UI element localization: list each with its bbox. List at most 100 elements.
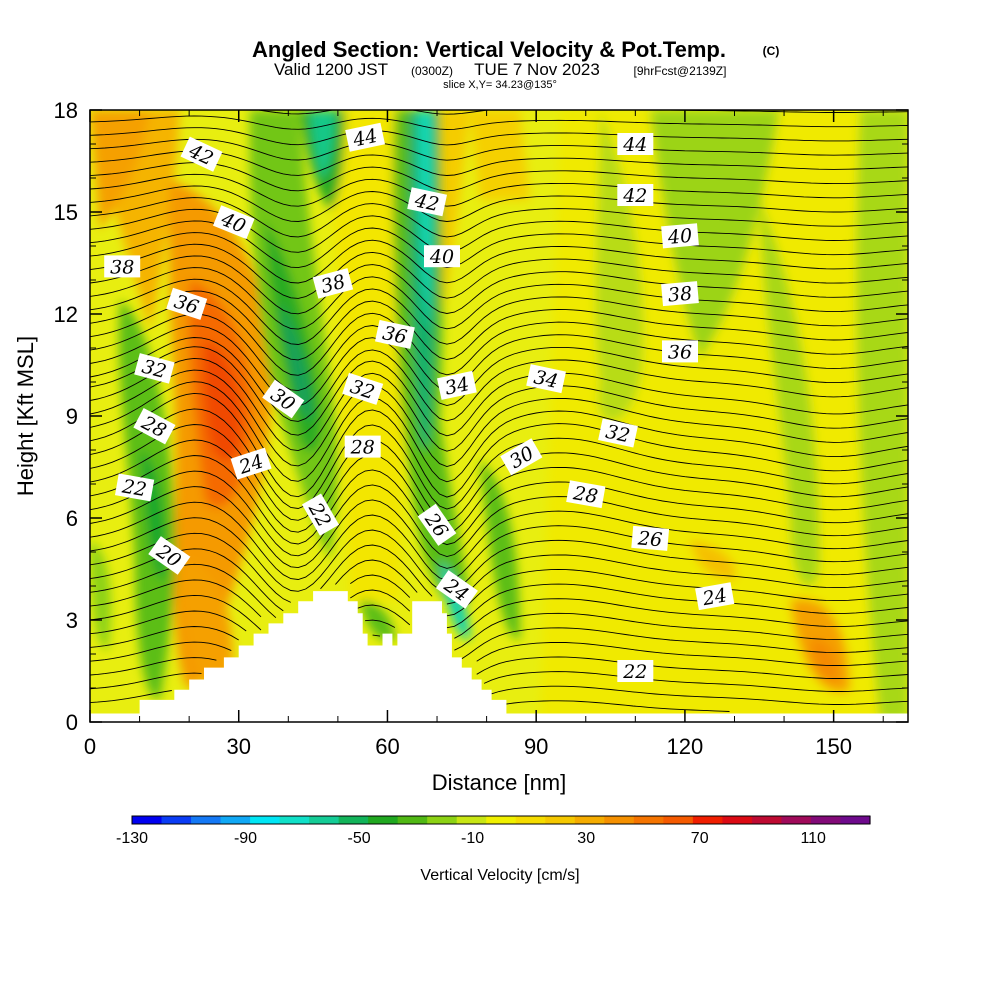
subtitle-valid: Valid 1200 JST [274, 60, 388, 79]
contour-label-text: 28 [571, 482, 600, 508]
theta-contour [90, 278, 908, 345]
x-tick-label: 30 [226, 734, 250, 759]
contour-label: 44 [345, 122, 385, 152]
contour-label-text: 40 [666, 225, 693, 249]
contour-label: 34 [437, 370, 477, 400]
x-tick-label: 90 [524, 734, 548, 759]
theta-contour [90, 517, 908, 593]
colorbar-tick-label: 70 [691, 830, 709, 847]
theta-contour [90, 424, 908, 522]
contour-label-bg [114, 473, 155, 502]
contour-label-bg [566, 480, 606, 509]
contour-label: 42 [617, 184, 654, 207]
theta-contour [255, 110, 908, 115]
theta-contour [90, 369, 908, 467]
colorbar-swatch [132, 816, 163, 824]
contour-label-bg [344, 435, 381, 458]
colorbar-swatch [840, 816, 871, 824]
subtitle-forecast: [9hrFcst@2139Z] [634, 64, 727, 78]
contour-label-bg [631, 525, 670, 551]
y-tick-label: 12 [54, 302, 78, 327]
contour-label-text: 36 [381, 322, 409, 349]
contour-label-bg [133, 408, 176, 445]
theta-contour [90, 626, 908, 666]
theta-contour [90, 127, 908, 146]
y-axis-label: Height [Kft MSL] [13, 336, 38, 496]
contour-label-text: 38 [110, 256, 134, 278]
contour-label-text: 26 [636, 527, 663, 551]
contour-label-bg [407, 187, 447, 217]
contour-label: 28 [344, 435, 381, 459]
contour-label-bg [212, 205, 255, 240]
colorbar-swatch [486, 816, 517, 824]
plot-area: 4240383632282220243038443228223642403426… [90, 110, 908, 722]
contour-label-bg [375, 319, 415, 349]
contour-label-bg [598, 418, 638, 448]
contour-label: 34 [526, 364, 566, 394]
colorbar-swatch [751, 816, 783, 824]
subtitle-utc: (0300Z) [411, 64, 453, 78]
colorbar-swatch [338, 816, 369, 824]
chart-title: Angled Section: Vertical Velocity & Pot.… [252, 37, 726, 62]
contour-label-text: 36 [668, 341, 692, 363]
title-unit: (C) [763, 44, 780, 58]
theta-contour [90, 162, 908, 192]
x-tick-label: 150 [815, 734, 852, 759]
contour-label: 40 [661, 223, 699, 249]
x-axis: 0 30 60 90 120 150 [84, 110, 884, 759]
colorbar-tick-label: -130 [116, 830, 148, 847]
theta-contour [90, 501, 908, 581]
x-axis-label: Distance [nm] [432, 770, 567, 795]
theta-contour [90, 346, 908, 437]
colorbar-swatch [191, 816, 222, 824]
theta-contour [90, 197, 908, 238]
theta-contour [90, 150, 908, 176]
colorbar [131, 815, 871, 825]
contour-label: 36 [662, 340, 698, 363]
contour-label-bg [104, 255, 141, 278]
colorbar-tick-label: -10 [461, 830, 484, 847]
contour-label: 22 [114, 473, 155, 502]
contour-label-bg [500, 438, 543, 476]
contour-label-bg [262, 379, 305, 419]
contour-label-bg [166, 287, 208, 320]
theta-contour [90, 337, 908, 422]
contour-label-bg [230, 447, 272, 480]
contour-label: 38 [104, 255, 141, 278]
x-tick-label: 60 [375, 734, 399, 759]
colorbar-swatch [574, 816, 605, 824]
colorbar-ticks: -130 -90 -50 -10 30 70 110 [116, 830, 826, 847]
colorbar-swatch [604, 816, 635, 824]
theta-contour [90, 657, 908, 692]
colorbar-swatch [250, 816, 281, 824]
contour-label-text: 42 [412, 189, 441, 216]
contour-label-bg [435, 570, 478, 609]
contour-label-text: 40 [429, 246, 454, 268]
colorbar-swatch [545, 816, 576, 824]
colorbar-swatch [692, 816, 723, 824]
contour-label-text: 44 [622, 134, 647, 156]
contour-label-bg [424, 245, 460, 268]
contour-label-bg [437, 370, 477, 400]
contour-label: 22 [617, 660, 654, 683]
contour-label-bg [417, 503, 457, 546]
contour-label-text: 24 [700, 584, 729, 610]
colorbar-swatch [309, 816, 340, 824]
contour-label-bg [148, 536, 191, 575]
contour-label-bg [617, 133, 654, 155]
contour-label: 28 [566, 480, 606, 509]
colorbar-tick-label: -50 [348, 830, 371, 847]
contour-label-bg [301, 493, 340, 536]
contour-label-text: 22 [120, 475, 149, 501]
contour-label: 40 [424, 245, 460, 268]
theta-contour [90, 548, 908, 617]
y-tick-label: 3 [66, 608, 78, 633]
contour-label: 44 [617, 133, 654, 156]
contour-label-bg [662, 340, 698, 363]
colorbar-swatch [279, 816, 310, 824]
contour-label-bg [342, 372, 384, 405]
contour-label-bg [617, 184, 654, 206]
contour-label-bg [134, 353, 175, 384]
theta-contour [90, 594, 908, 651]
